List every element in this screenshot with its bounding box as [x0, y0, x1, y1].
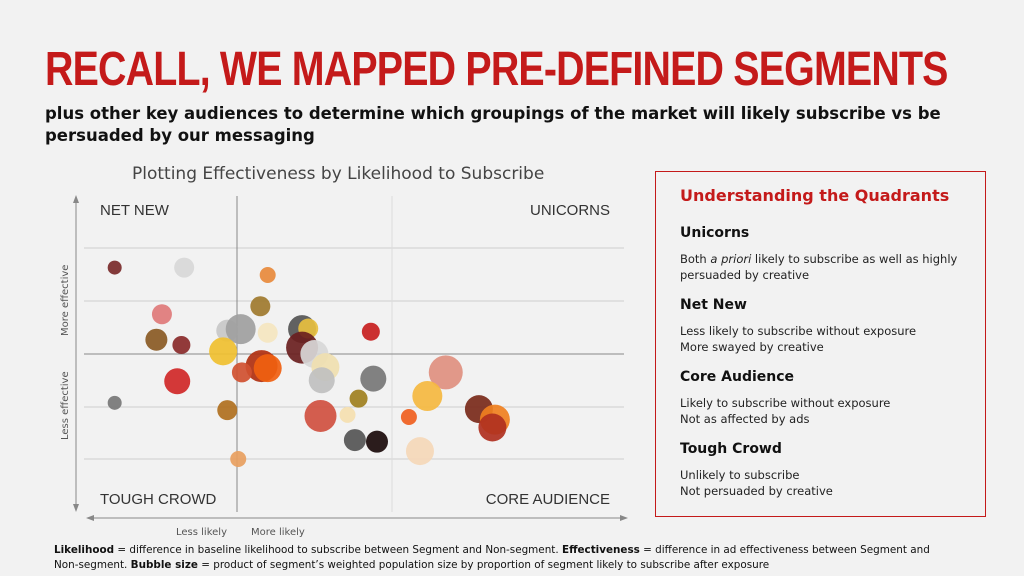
quadrant-desc-unicorns: Both a priori likely to subscribe as wel… [680, 252, 958, 282]
bubble [164, 368, 191, 395]
bubble-layer [107, 257, 510, 467]
y-axis-arrow-bottom [73, 504, 79, 512]
quadrant-label-unicorns: UNICORNS [530, 202, 610, 219]
x-axis-arrow-right [620, 515, 628, 521]
bubble [209, 337, 238, 366]
bubble [360, 365, 387, 392]
bubble [230, 451, 247, 467]
quadrant-name-core-audience: Core Audience [680, 369, 795, 385]
chart-grid [84, 196, 624, 512]
bubble [400, 409, 417, 425]
panel-title: Understanding the Quadrants [680, 186, 950, 205]
quadrant-label-tough-crowd: TOUGH CROWD [100, 491, 217, 508]
footnote: Likelihood = difference in baseline like… [54, 544, 930, 571]
bubble [361, 322, 380, 341]
bubble [225, 314, 256, 345]
x-label-less-likely: Less likely [176, 527, 227, 538]
bubble [308, 367, 335, 394]
quadrant-name-unicorns: Unicorns [680, 225, 750, 241]
quadrant-legend-panel: Understanding the Quadrants Unicorns Bot… [655, 171, 986, 517]
page-title: RECALL, WE MAPPED PRE-DEFINED SEGMENTS [45, 43, 948, 96]
y-axis-arrow-top [73, 195, 79, 203]
quadrant-label-net-new: NET NEW [100, 202, 170, 219]
bubble [339, 406, 356, 423]
bubble [250, 296, 271, 317]
bubble [231, 362, 252, 383]
bubble [151, 304, 172, 325]
chart-title: Plotting Effectiveness by Likelihood to … [132, 164, 545, 184]
bubble [107, 260, 122, 275]
quadrant-label-core-audience: CORE AUDIENCE [486, 491, 610, 508]
quadrant-desc-core-audience: Likely to subscribe without exposure Not … [680, 396, 891, 426]
bubble [257, 322, 278, 343]
bubble [478, 413, 507, 442]
bubble [343, 429, 366, 452]
bubble [304, 399, 337, 432]
bubble [365, 430, 388, 453]
bubble [253, 354, 282, 383]
quadrant-name-net-new: Net New [680, 297, 747, 313]
bubble [259, 267, 276, 284]
bubble [217, 400, 238, 421]
bubble [412, 381, 443, 411]
chart-axes [73, 195, 628, 521]
bubble [172, 335, 191, 354]
bubble [428, 355, 463, 390]
x-axis-arrow-left [86, 515, 94, 521]
quadrant-desc-tough-crowd: Unlikely to subscribe Not persuaded by cr… [680, 468, 833, 498]
bubble [107, 395, 122, 410]
y-label-more-effective: More effective [60, 265, 71, 336]
bubble [145, 328, 168, 351]
bubble [174, 257, 195, 278]
quadrant-name-tough-crowd: Tough Crowd [680, 441, 782, 457]
y-label-less-effective: Less effective [60, 371, 71, 440]
bubble [405, 437, 434, 466]
page-subtitle: plus other key audiences to determine wh… [45, 104, 941, 145]
x-label-more-likely: More likely [251, 527, 305, 538]
bubble [349, 389, 368, 408]
quadrant-desc-net-new: Less likely to subscribe without exposur… [680, 324, 917, 354]
